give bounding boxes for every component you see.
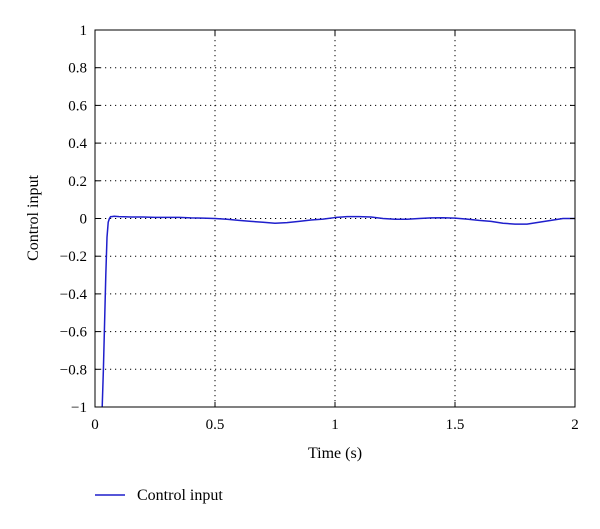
y-tick-label: 0.8	[68, 61, 87, 77]
x-tick-label: 2	[571, 417, 579, 433]
y-tick-label: −0.6	[60, 325, 88, 341]
y-tick-label: −0.8	[60, 362, 87, 378]
y-axis-title: Control input	[25, 175, 42, 261]
y-tick-label: 0	[80, 212, 88, 228]
x-tick-label: 0.5	[206, 417, 225, 433]
y-tick-label: −0.4	[60, 287, 88, 303]
x-tick-label: 1	[331, 417, 339, 433]
legend-label-control-input: Control input	[137, 487, 223, 504]
y-tick-labels: −1 −0.8 −0.6 −0.4 −0.2 0 0.2 0.4 0.6 0.8 1	[60, 23, 88, 416]
series-line-control-input	[101, 215, 575, 408]
axis-ticks	[94, 29, 576, 408]
x-axis-title: Time (s)	[308, 445, 362, 462]
grid-lines	[95, 30, 575, 407]
legend: Control input	[95, 487, 223, 504]
y-tick-label: 0.4	[68, 136, 87, 152]
y-tick-label: 1	[80, 23, 88, 39]
series-lines	[101, 215, 575, 408]
x-tick-label: 0	[91, 417, 99, 433]
y-tick-label: 0.2	[68, 174, 87, 190]
y-tick-label: −1	[71, 400, 87, 416]
x-tick-label: 1.5	[446, 417, 465, 433]
y-tick-label: 0.6	[68, 98, 87, 114]
x-tick-labels: 0 0.5 1 1.5 2	[91, 417, 579, 433]
y-tick-label: −0.2	[60, 249, 87, 265]
